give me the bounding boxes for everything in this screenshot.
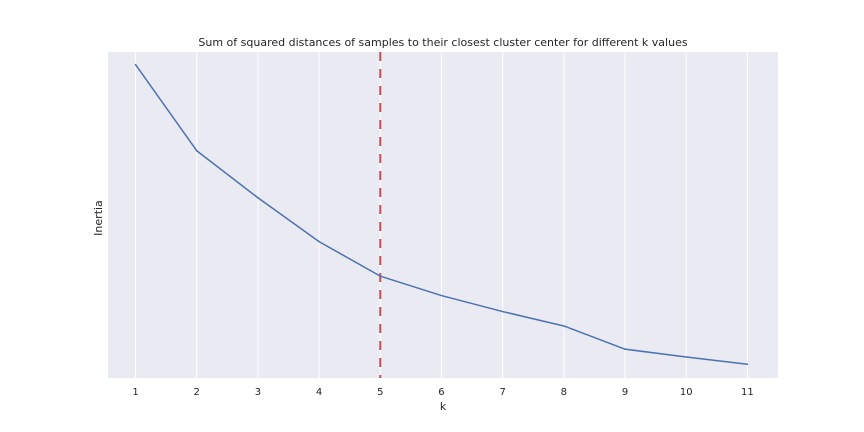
grid-lines — [135, 52, 748, 378]
x-tick-labels: 1 2 3 4 5 6 7 8 9 10 11 — [132, 387, 753, 398]
x-tick-label-6: 6 — [438, 387, 444, 398]
x-tick-label-3: 3 — [255, 387, 261, 398]
data-point-k-10 — [685, 356, 688, 358]
data-point-k-11 — [746, 363, 749, 366]
data-point-k-6 — [440, 294, 443, 297]
data-point-k-3 — [257, 196, 259, 199]
chart-title: Sum of squared distances of samples to t… — [198, 36, 687, 49]
data-point-k-7 — [501, 310, 504, 313]
x-tick-label-10: 10 — [680, 387, 693, 398]
x-tick-label-4: 4 — [316, 387, 322, 398]
x-tick-label-7: 7 — [499, 387, 505, 398]
y-axis-label: Inertia — [92, 200, 105, 236]
x-tick-label-11: 11 — [741, 387, 754, 398]
x-tick-label-8: 8 — [561, 387, 567, 398]
data-point-k-8 — [563, 325, 565, 327]
data-point-k-9 — [624, 348, 626, 350]
x-tick-label-2: 2 — [194, 387, 200, 398]
data-point-k-5 — [379, 275, 382, 277]
plot-area — [108, 52, 778, 378]
data-point-k-2 — [195, 149, 198, 152]
data-point-k-4 — [318, 240, 320, 243]
x-axis-label: k — [440, 400, 447, 413]
x-tick-label-5: 5 — [377, 387, 383, 398]
data-point-k-1 — [134, 63, 137, 66]
x-tick-label-1: 1 — [132, 387, 138, 398]
x-tick-label-9: 9 — [622, 387, 628, 398]
series-layer — [134, 63, 749, 366]
